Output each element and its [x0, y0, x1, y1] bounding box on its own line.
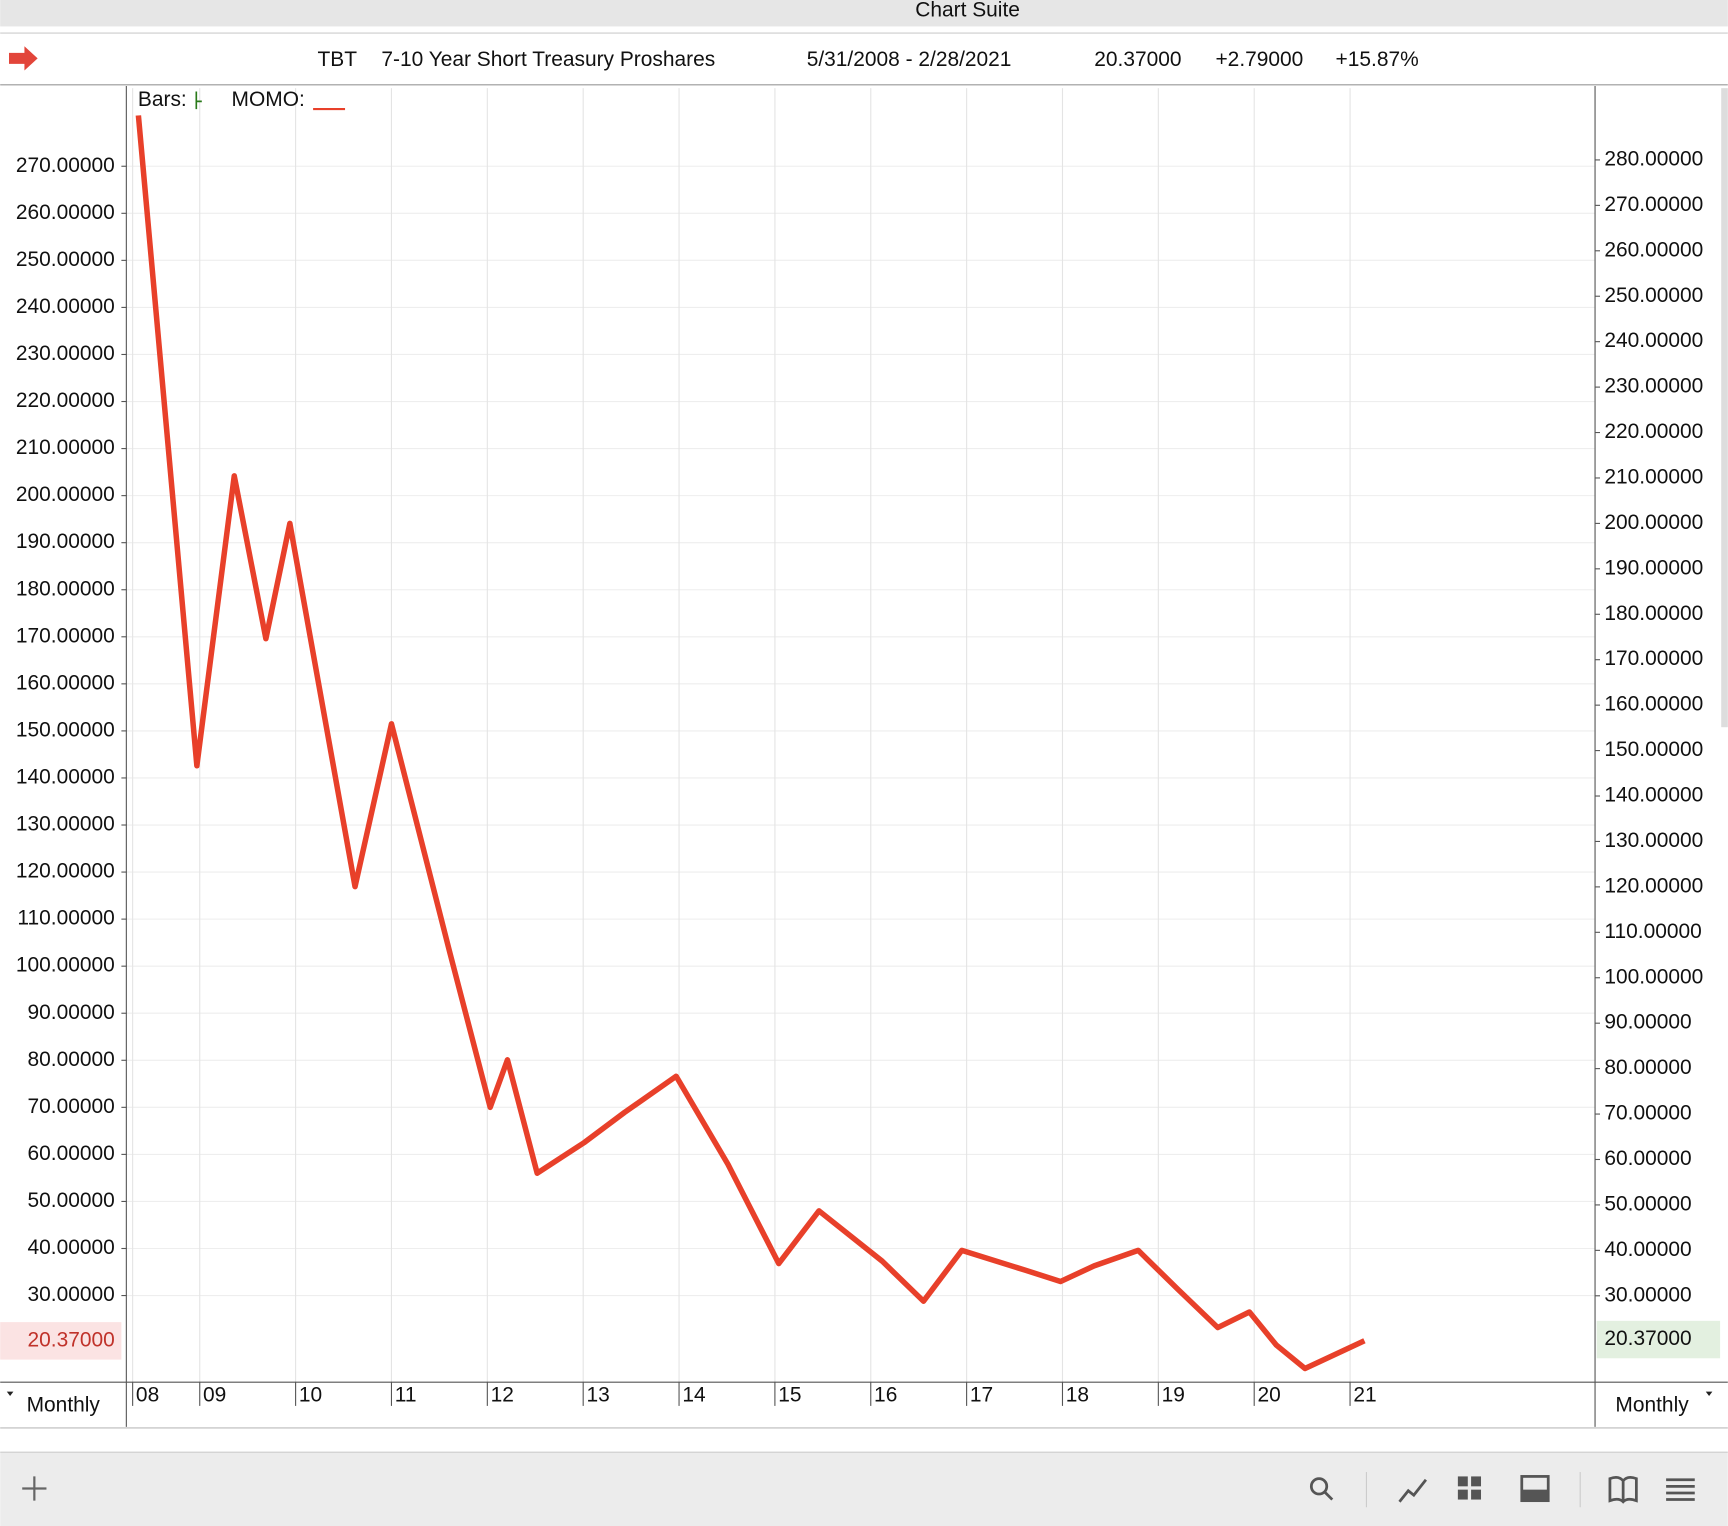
y2-tick-label: 230.00000 [1604, 375, 1703, 398]
y2-tick-label: 150.00000 [1604, 738, 1703, 761]
y2-tick-label: 50.00000 [1604, 1192, 1691, 1215]
x-tick-label: 16 [874, 1384, 897, 1407]
y-tick-label: 270.00000 [16, 154, 115, 177]
x-tick-label: 13 [586, 1384, 609, 1407]
y2-tick-label: 140.00000 [1604, 784, 1703, 807]
legend-momo: MOMO: [232, 88, 305, 111]
price-change: +2.79000 [1215, 48, 1303, 71]
book-icon[interactable] [1608, 1476, 1638, 1504]
momo-line [135, 115, 1366, 1372]
x-tick-label: 12 [491, 1384, 514, 1407]
y-tick-label: 100.00000 [16, 954, 115, 977]
price-tag: 20.37000 [1604, 1327, 1691, 1350]
y-tick-label: 150.00000 [16, 718, 115, 741]
x-tick-label: 14 [682, 1384, 706, 1407]
y2-tick-label: 240.00000 [1604, 329, 1703, 352]
y2-tick-label: 80.00000 [1604, 1056, 1691, 1079]
y-tick-label: 220.00000 [16, 389, 115, 412]
price-tag: 20.37000 [28, 1328, 115, 1351]
y-tick-label: 50.00000 [28, 1189, 115, 1212]
y2-tick-label: 90.00000 [1604, 1011, 1691, 1034]
y-tick-label: 90.00000 [28, 1001, 115, 1024]
y2-tick-label: 70.00000 [1604, 1102, 1691, 1125]
y-tick-label: 70.00000 [28, 1095, 115, 1118]
x-tick-label: 10 [299, 1384, 322, 1407]
y-tick-label: 210.00000 [16, 436, 115, 459]
y2-tick-label: 30.00000 [1604, 1283, 1691, 1306]
date-range: 5/31/2008 - 2/28/2021 [807, 48, 1012, 71]
y2-tick-label: 110.00000 [1604, 920, 1701, 943]
x-tick-label: 17 [970, 1384, 993, 1407]
y-tick-label: 110.00000 [17, 907, 114, 930]
title-bar [0, 0, 1728, 27]
plot-area [126, 88, 1595, 1382]
y-tick-label: 40.00000 [28, 1236, 115, 1259]
symbol: TBT [318, 48, 358, 71]
y2-tick-label: 200.00000 [1604, 511, 1703, 534]
price-tag-bg [1596, 1320, 1721, 1359]
y-tick-label: 260.00000 [16, 201, 115, 224]
y-tick-label: 60.00000 [28, 1142, 115, 1165]
window-title: Chart Suite [915, 0, 1020, 22]
price-tag-bg [0, 1322, 122, 1360]
y-tick-label: 230.00000 [16, 342, 115, 365]
menu-icon[interactable] [1666, 1478, 1695, 1501]
y-tick-label: 140.00000 [16, 765, 115, 788]
y2-tick-label: 40.00000 [1604, 1238, 1691, 1261]
search-icon[interactable] [1309, 1477, 1329, 1496]
nav-arrow[interactable] [8, 46, 38, 71]
x-tick-label: 21 [1353, 1384, 1376, 1407]
y2-tick-label: 250.00000 [1604, 284, 1703, 307]
y-tick-label: 240.00000 [16, 295, 115, 318]
y2-tick-label: 180.00000 [1604, 602, 1703, 625]
y2-tick-label: 100.00000 [1604, 965, 1703, 988]
y2-tick-label: 60.00000 [1604, 1147, 1691, 1170]
y2-tick-label: 120.00000 [1604, 874, 1703, 897]
toolbar [0, 1452, 1728, 1526]
y2-tick-label: 260.00000 [1604, 238, 1703, 261]
y2-tick-label: 220.00000 [1604, 420, 1703, 443]
y2-tick-label: 160.00000 [1604, 693, 1703, 716]
last-price: 20.37000 [1094, 48, 1181, 71]
x-tick-label: 09 [203, 1384, 226, 1407]
y2-tick-label: 190.00000 [1604, 556, 1703, 579]
y-tick-label: 130.00000 [16, 813, 115, 836]
y-tick-label: 120.00000 [16, 860, 115, 883]
y-tick-label: 30.00000 [28, 1283, 115, 1306]
y-tick-label: 170.00000 [16, 624, 115, 647]
x-tick-label: 11 [395, 1384, 417, 1407]
y-tick-label: 160.00000 [16, 671, 115, 694]
bars-icon [195, 91, 202, 110]
percent-change: +15.87% [1336, 48, 1419, 71]
y-tick-label: 200.00000 [16, 483, 115, 506]
y-tick-label: 190.00000 [16, 530, 115, 553]
security-name: 7-10 Year Short Treasury Proshares [381, 48, 715, 71]
scrollbar[interactable] [1721, 88, 1728, 728]
y-tick-label: 80.00000 [28, 1048, 115, 1071]
x-tick-label: 15 [778, 1384, 801, 1407]
y-tick-label: 180.00000 [16, 577, 115, 600]
y2-tick-label: 130.00000 [1604, 829, 1703, 852]
y-tick-label: 250.00000 [16, 248, 115, 271]
legend-bars: Bars: [138, 88, 187, 111]
y2-tick-label: 170.00000 [1604, 647, 1703, 670]
x-tick-label: 18 [1066, 1384, 1089, 1407]
period-left[interactable]: Monthly [27, 1393, 101, 1416]
y2-tick-label: 280.00000 [1604, 147, 1703, 170]
period-right[interactable]: Monthly [1615, 1393, 1689, 1416]
y2-tick-label: 270.00000 [1604, 193, 1703, 216]
x-tick-label: 08 [136, 1384, 159, 1407]
add-button[interactable] [22, 1476, 47, 1501]
chart-icon[interactable] [1398, 1478, 1428, 1503]
x-tick-label: 20 [1258, 1384, 1281, 1407]
y2-tick-label: 210.00000 [1604, 466, 1703, 489]
x-tick-label: 19 [1162, 1384, 1185, 1407]
grid-icon[interactable] [1457, 1476, 1482, 1500]
